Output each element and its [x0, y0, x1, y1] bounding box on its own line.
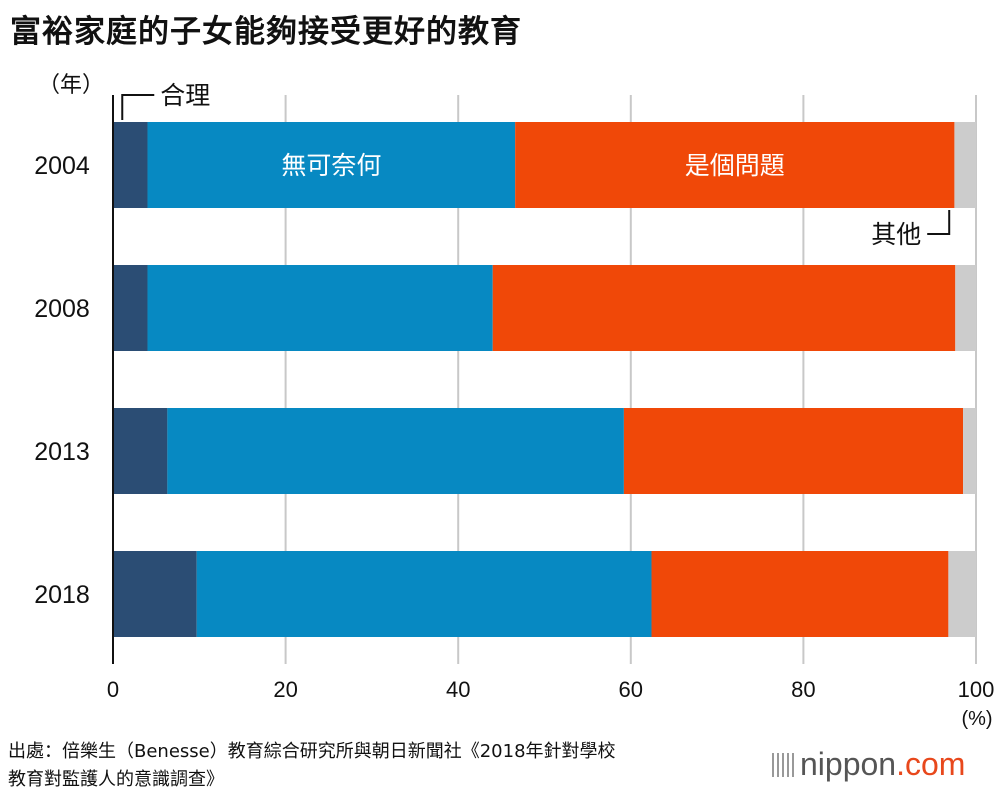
y-category-label: 2018	[34, 581, 90, 609]
x-unit-label: (%)	[961, 708, 992, 730]
bar-2018-series-0	[113, 551, 197, 637]
brand-suffix: .com	[896, 746, 966, 782]
nippon-logo: nippon.com	[772, 746, 965, 783]
bar-2004-series-2	[515, 122, 955, 208]
brand-name: nippon	[800, 746, 897, 782]
x-tick-label: 100	[958, 677, 995, 702]
bar-2008-series-2	[492, 265, 956, 351]
y-unit-label: （年）	[38, 73, 104, 98]
bar-2013-series-3	[963, 408, 976, 494]
y-category-label: 2008	[34, 295, 90, 323]
y-category-label: 2004	[34, 152, 90, 180]
callout-line-first-series	[121, 94, 155, 120]
bar-2004-series-0	[113, 122, 148, 208]
x-tick-label: 0	[107, 677, 119, 702]
source-line-1: 出處：倍樂生（Benesse）教育綜合研究所與朝日新聞社《2018年針對學校	[8, 741, 616, 762]
callout-label: 合理	[160, 81, 210, 110]
bar-2008-series-3	[955, 265, 976, 351]
segment-label: 無可奈何	[281, 151, 381, 180]
bar-2008-series-1	[147, 265, 493, 351]
bar-2013-series-0	[113, 408, 168, 494]
y-category-label: 2013	[34, 438, 90, 466]
chart-title: 富裕家庭的子女能夠接受更好的教育	[10, 14, 522, 50]
bar-2018-series-2	[651, 551, 949, 637]
bar-2013-series-2	[623, 408, 964, 494]
segment-label: 是個問題	[685, 151, 785, 180]
bar-2008-series-0	[113, 265, 148, 351]
bar-2018-series-3	[948, 551, 976, 637]
source-line-2: 教育對監護人的意識調查》	[8, 769, 224, 790]
bar-2018-series-1	[196, 551, 652, 637]
bar-2013-series-1	[167, 408, 624, 494]
x-tick-label: 40	[446, 677, 470, 702]
x-tick-label: 60	[619, 677, 643, 702]
callout-label: 其他	[871, 220, 921, 249]
x-tick-label: 80	[791, 677, 815, 702]
logo-bars-icon	[772, 753, 794, 777]
bar-2004-series-3	[954, 122, 976, 208]
callout-line-last-series	[927, 210, 951, 235]
source-note: 出處：倍樂生（Benesse）教育綜合研究所與朝日新聞社《2018年針對學校 教…	[8, 738, 616, 794]
bar-2004-series-1	[147, 122, 516, 208]
x-tick-label: 20	[273, 677, 297, 702]
